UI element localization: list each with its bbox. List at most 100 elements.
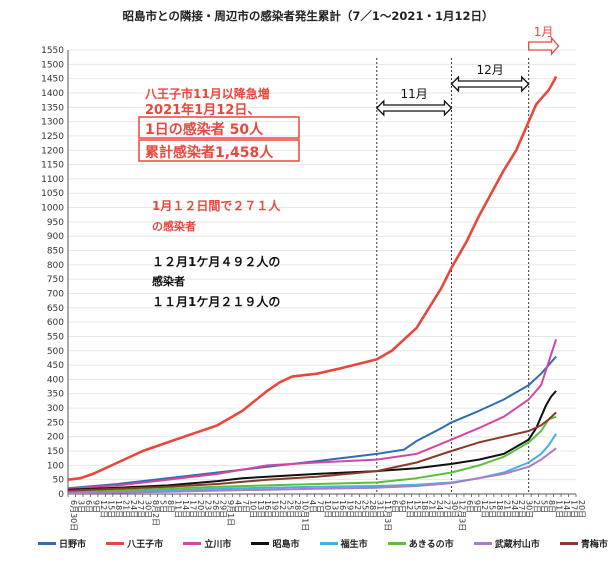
x-tick-label: 9日 <box>472 500 481 513</box>
x-tick-label: 28日 <box>368 500 377 518</box>
x-tick-label: 12日 <box>405 500 414 518</box>
annotation-daily-cases: 1日の感染者 50人 <box>145 121 264 138</box>
y-tick-label: 150 <box>47 447 64 457</box>
y-tick-label: 650 <box>47 304 64 314</box>
x-tick-label: 3日 <box>76 500 85 513</box>
y-tick-label: 1450 <box>41 75 64 85</box>
annotation-date: 2021年1月12日、 <box>145 102 260 118</box>
x-tick-label: 6日 <box>390 500 399 513</box>
x-tick-label: 11月3日 <box>383 500 392 531</box>
x-tick-label: 24日 <box>129 500 138 518</box>
y-tick-label: 1400 <box>41 89 64 99</box>
x-tick-label: 14日 <box>562 500 571 518</box>
x-tick-label: 9日 <box>398 500 407 513</box>
x-tick-label: 19日 <box>271 500 280 518</box>
x-tick-label: 16日 <box>338 500 347 518</box>
x-tick-label: 7日 <box>316 500 325 513</box>
series-line-八王子市 <box>67 75 558 481</box>
y-tick-label: 950 <box>47 218 64 228</box>
chart-title: 昭島市との隣接・周辺市の感染者発生累計（7／1～2021・1月12日） <box>122 9 494 23</box>
x-tick-label: 25日 <box>286 500 295 518</box>
x-tick-label: 4日 <box>233 500 242 513</box>
legend: 日野市 八王子市 立川市 昭島市 福生市 あきるの市 武蔵村山市 青梅市 <box>38 537 608 550</box>
x-tick-label: 14日 <box>181 500 190 518</box>
legend-swatch <box>473 542 492 545</box>
y-tick-label: 500 <box>47 347 64 357</box>
x-tick-label: 20日 <box>577 500 586 518</box>
series-line-青梅市 <box>67 411 557 492</box>
x-tick-label: 24日 <box>435 500 444 518</box>
annotation-jan-cases-suffix: の感染者 <box>152 219 196 233</box>
x-tick-label: 23日 <box>203 500 212 518</box>
y-tick-label: 300 <box>47 404 64 414</box>
x-tick-label: 21日 <box>502 500 511 518</box>
legend-label: 八王子市 <box>127 540 164 550</box>
legend-item: 福生市 <box>319 537 368 550</box>
y-tick-label: 900 <box>47 232 64 242</box>
y-tick-label: 550 <box>47 332 64 342</box>
legend-item: 日野市 <box>38 537 86 550</box>
y-tick-label: 0 <box>58 490 64 500</box>
x-tick-label: 19日 <box>345 500 354 518</box>
y-tick-label: 200 <box>47 433 64 443</box>
x-tick-label: 12日 <box>480 500 489 518</box>
x-tick-label: 27日 <box>443 500 452 518</box>
month-label: 11月 <box>400 87 427 101</box>
legend-item: あきるの市 <box>387 537 454 550</box>
legend-swatch <box>251 542 270 545</box>
annotation-dec-cases-suffix: 感染者 <box>152 274 185 288</box>
series-line-日野市 <box>67 355 557 490</box>
y-tick-label: 50 <box>53 476 65 486</box>
month-arrow <box>528 36 560 56</box>
y-tick-label: 1050 <box>41 189 64 199</box>
x-tick-label: 17日 <box>189 500 198 518</box>
series-line-福生市 <box>67 433 557 494</box>
x-tick-label: 26日 <box>211 500 220 518</box>
series-line-あきるの市 <box>67 415 557 493</box>
month-label: 12月 <box>476 63 503 77</box>
y-tick-label: 450 <box>47 361 64 371</box>
legend-swatch <box>38 542 56 545</box>
series-line-武蔵村山市 <box>67 447 557 495</box>
x-tick-label: 10日 <box>323 500 332 518</box>
x-tick-label: 11日 <box>174 500 183 518</box>
y-tick-label: 1250 <box>41 132 64 142</box>
x-tick-label: 30日 <box>525 500 534 518</box>
y-tick-label: 700 <box>47 289 64 299</box>
x-tick-label: 7日 <box>241 500 250 513</box>
x-tick-label: 12月3日 <box>457 500 466 531</box>
annotation-jan-cases: 1月１２日間で２７１人 <box>152 198 281 213</box>
legend-item: 八王子市 <box>106 537 163 550</box>
x-tick-label: 31日 <box>375 500 384 518</box>
legend-swatch <box>319 542 338 545</box>
x-tick-label: 13日 <box>330 500 339 518</box>
annotation-hachioji-surge: 八王子市11月以降急増 <box>144 86 270 101</box>
x-tick-label: 2日 <box>532 500 541 513</box>
y-tick-label: 850 <box>47 247 64 257</box>
x-tick-label: 15日 <box>487 500 496 518</box>
x-tick-label: 18日 <box>114 500 123 518</box>
legend-item: 青梅市 <box>559 537 608 550</box>
legend-swatch <box>559 542 578 545</box>
legend-swatch <box>387 542 406 545</box>
x-tick-label: 17日 <box>570 500 579 518</box>
y-tick-label: 250 <box>47 418 64 428</box>
y-tick-label: 750 <box>47 275 64 285</box>
legend-label: あきるの市 <box>408 540 454 550</box>
y-tick-label: 1000 <box>41 204 64 214</box>
x-tick-label: 30日 <box>450 500 459 518</box>
y-tick-label: 1100 <box>41 175 64 185</box>
y-tick-label: 600 <box>47 318 64 328</box>
x-tick-label: 4日 <box>308 500 317 513</box>
x-tick-label: 5日 <box>159 500 168 513</box>
x-tick-label: 13日 <box>256 500 265 518</box>
x-tick-label: 29日 <box>218 500 227 518</box>
y-tick-label: 1150 <box>41 161 64 171</box>
legend-label: 福生市 <box>340 540 368 550</box>
x-tick-label: 8日 <box>166 500 175 513</box>
annotation-dec-cases: １２月1ケ月４９２人の <box>152 254 280 269</box>
x-tick-label: 21日 <box>428 500 437 518</box>
annotation-box-total <box>138 139 300 162</box>
x-tick-label: 22日 <box>278 500 287 518</box>
